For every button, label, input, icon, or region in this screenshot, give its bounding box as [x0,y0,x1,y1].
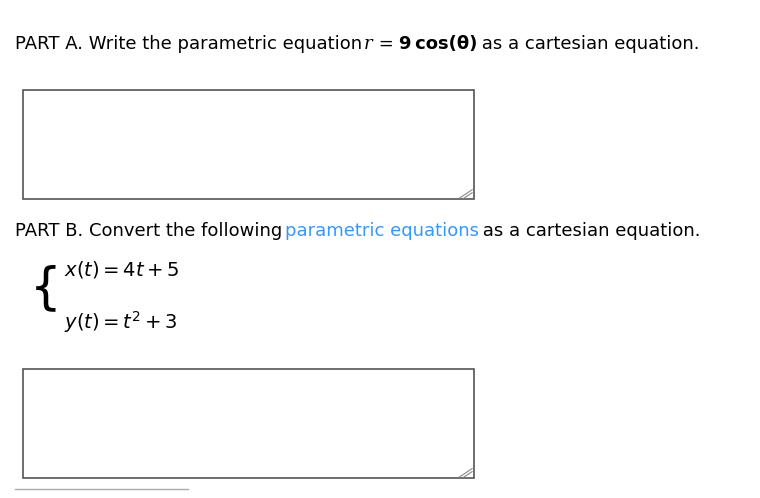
Text: 9 cos(θ): 9 cos(θ) [399,35,477,53]
FancyBboxPatch shape [23,369,473,478]
Text: PART B. Convert the following: PART B. Convert the following [15,222,288,240]
Text: {: { [30,264,62,312]
Text: as a cartesian equation.: as a cartesian equation. [477,222,701,240]
Text: $y(t) = t^2 + 3$: $y(t) = t^2 + 3$ [64,309,178,335]
Text: as a cartesian equation.: as a cartesian equation. [477,35,700,53]
Text: $x(t) = 4t + 5$: $x(t) = 4t + 5$ [64,259,179,280]
Text: parametric equations: parametric equations [285,222,479,240]
Text: =: = [372,35,399,53]
FancyBboxPatch shape [23,90,473,199]
Text: PART A. Write the parametric equation: PART A. Write the parametric equation [15,35,368,53]
Text: r: r [364,35,372,53]
